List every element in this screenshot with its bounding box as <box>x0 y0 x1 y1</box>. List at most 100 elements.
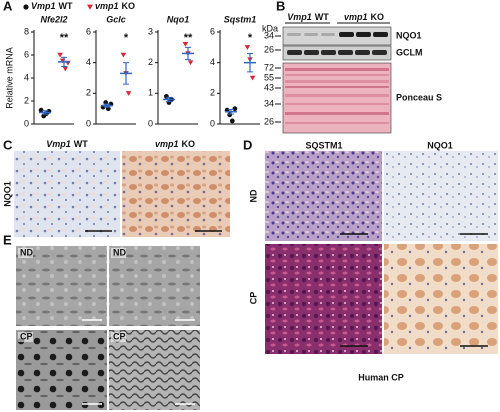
band <box>372 50 387 55</box>
group-name: KO <box>122 1 136 11</box>
panel-label: D <box>243 137 252 152</box>
chart-title: Gclc <box>106 14 126 24</box>
label-bg <box>111 248 126 258</box>
em-label: ND <box>113 247 126 257</box>
ponceau-band <box>285 103 389 105</box>
band <box>373 32 388 37</box>
y-tick-label: 6 <box>24 49 29 59</box>
em-label: ND <box>20 247 33 257</box>
data-point <box>232 106 238 112</box>
y-tick-label: 2 <box>86 88 91 98</box>
group-label: vmp1 KO <box>344 12 384 22</box>
y-tick-label: 0 <box>24 118 29 128</box>
em-image <box>16 330 107 410</box>
label-bg <box>18 248 33 258</box>
ponceau-band <box>285 86 389 88</box>
chart-title: Nfe2l2 <box>40 14 67 24</box>
y-tick-label: 2 <box>148 57 153 67</box>
panel-label: B <box>276 0 285 13</box>
condition-label: ND <box>248 189 258 202</box>
y-tick-label: 3 <box>148 26 153 36</box>
mw-marker: 26 <box>264 44 274 54</box>
row-label: GCLM <box>396 47 423 57</box>
gene-name: vmp1 <box>95 1 119 11</box>
condition-label: CP <box>248 292 258 305</box>
significance: ** <box>184 32 193 44</box>
data-point <box>249 75 256 81</box>
data-point <box>182 42 189 47</box>
significance: ** <box>60 32 69 44</box>
mw-marker: 34 <box>264 30 274 40</box>
band <box>355 50 370 55</box>
panel-label: E <box>3 232 12 247</box>
y-tick-label: 0 <box>148 118 153 128</box>
row-label: NQO1 <box>396 30 422 40</box>
data-point <box>125 91 132 96</box>
kda-label: kDa <box>262 23 278 33</box>
em-image <box>109 330 200 410</box>
em-image <box>16 246 107 326</box>
band <box>339 32 354 37</box>
ponceau-band <box>285 94 389 97</box>
mw-marker: 55 <box>264 72 274 82</box>
group-name: WT <box>74 139 88 149</box>
y-tick-label: 2 <box>24 95 29 105</box>
chart-title: Sqstm1 <box>224 14 257 24</box>
group-label: Vmp1 WT <box>31 1 73 11</box>
gene-name: Vmp1 <box>287 12 312 22</box>
mw-marker: 43 <box>264 82 274 92</box>
y-tick-label: 1 <box>148 88 153 98</box>
ponceau-band <box>285 122 389 124</box>
y-tick-label: 4 <box>210 57 215 67</box>
legend-marker <box>87 4 93 10</box>
data-point <box>57 52 63 58</box>
y-tick-label: 0 <box>86 118 91 128</box>
y-tick-label: 2 <box>210 88 215 98</box>
y-tick-label: 4 <box>86 57 91 67</box>
group-label: Vmp1 WT <box>287 12 329 22</box>
group-name: KO <box>182 139 196 149</box>
band-faint <box>287 33 301 36</box>
data-point <box>244 45 251 50</box>
y-axis-label: Relative mRNA <box>4 47 14 109</box>
data-point <box>164 94 169 99</box>
significance: * <box>124 32 129 44</box>
band <box>321 50 336 55</box>
label-bg <box>18 332 33 342</box>
row-label: Ponceau S <box>396 92 442 102</box>
ihc-image <box>122 151 230 237</box>
stain-label: SQSTM1 <box>305 140 342 150</box>
group-label: vmp1 KO <box>95 1 135 11</box>
panel-label: C <box>3 137 13 152</box>
group-label: Vmp1 WT <box>46 139 88 149</box>
band <box>338 50 353 55</box>
y-tick-label: 4 <box>24 72 29 82</box>
legend-marker <box>23 4 29 10</box>
data-point <box>38 107 44 113</box>
label-bg <box>111 332 126 342</box>
chart-title: Nqo1 <box>167 14 190 24</box>
tissue-image <box>384 244 498 354</box>
ponceau-band <box>285 74 389 76</box>
band <box>287 50 302 55</box>
group-label: vmp1 KO <box>155 139 195 149</box>
tissue-image <box>384 151 498 241</box>
panel-label: A <box>3 0 13 13</box>
data-point <box>229 118 235 124</box>
tissue-image <box>265 151 382 241</box>
blot-gclm <box>282 45 392 61</box>
band <box>304 50 319 55</box>
stain-label: NQO1 <box>427 140 453 150</box>
ihc-image <box>14 151 120 237</box>
tissue-image <box>265 244 382 354</box>
mw-marker: 26 <box>264 116 274 126</box>
mw-marker: 72 <box>264 62 274 72</box>
gene-name: vmp1 <box>155 139 179 149</box>
stain-label: NQO1 <box>2 181 12 207</box>
y-tick-label: 0 <box>210 118 215 128</box>
data-point <box>187 60 194 66</box>
em-label: CP <box>113 331 126 341</box>
em-label: CP <box>20 331 33 341</box>
group-name: WT <box>315 12 329 22</box>
